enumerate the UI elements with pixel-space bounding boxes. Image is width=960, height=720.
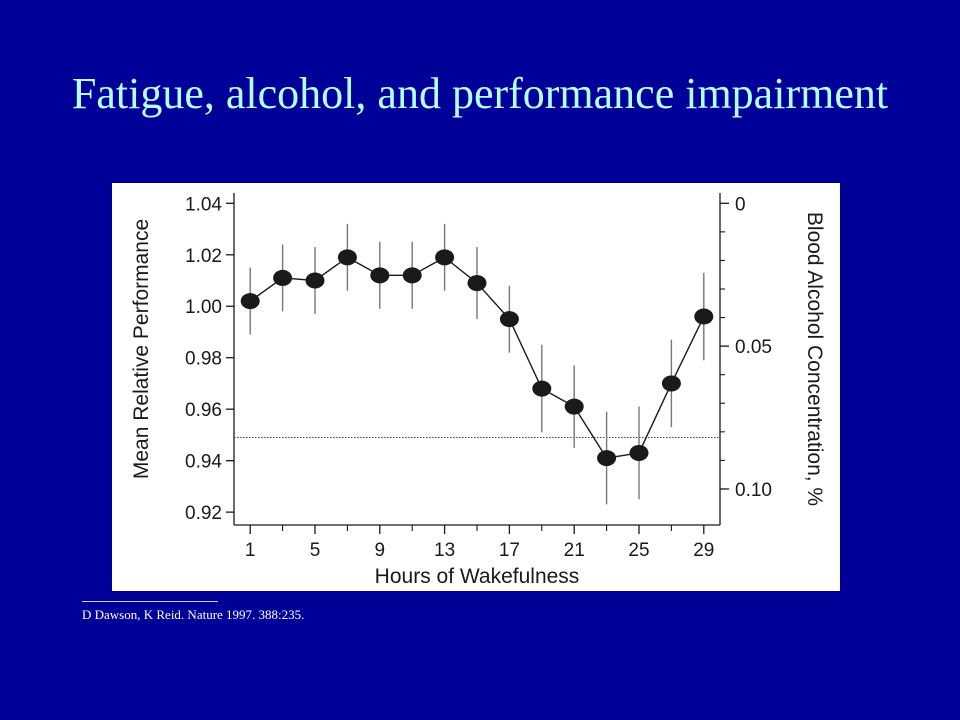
data-point (661, 375, 681, 392)
y2-tick-label: 0.10 (735, 480, 772, 501)
y-axis-title: Mean Relative Performance (130, 219, 153, 479)
x-tick-label: 29 (693, 540, 714, 561)
citation-rule (82, 601, 218, 602)
y-tick-label: 0.92 (185, 503, 222, 524)
y-tick-label: 0.94 (185, 452, 222, 473)
x-tick-label: 1 (245, 540, 256, 561)
data-point (305, 272, 325, 289)
data-point (467, 275, 487, 292)
y-tick-label: 1.00 (185, 297, 222, 318)
data-point (564, 398, 584, 415)
data-point (370, 267, 390, 284)
y-tick-label: 0.96 (185, 400, 222, 421)
slide-title: Fatigue, alcohol, and performance impair… (71, 69, 889, 118)
x-tick-label: 25 (628, 540, 649, 561)
performance-chart: 1.04 1.02 1.00 0.98 0.96 0.94 0.92 0 0.05 0.10 1 5 9… (130, 193, 826, 588)
x-tick-label: 9 (375, 540, 386, 561)
y2-tick-label: 0 (735, 194, 746, 215)
x-tick-label: 17 (499, 540, 520, 561)
y2-tick-label: 0.05 (735, 337, 772, 358)
y2-axis-title: Blood Alcohol Concentration, % (803, 212, 826, 506)
data-point (337, 249, 357, 266)
x-tick-label: 21 (564, 540, 585, 561)
data-point (694, 308, 714, 325)
y-tick-label: 0.98 (185, 349, 222, 370)
data-point (629, 444, 649, 461)
data-point (597, 450, 617, 467)
data-point (402, 267, 422, 284)
chart-panel: 1.04 1.02 1.00 0.98 0.96 0.94 0.92 0 0.05 0.10 1 5 9… (112, 183, 840, 591)
y-tick-label: 1.04 (185, 194, 222, 215)
x-tick-label: 13 (434, 540, 455, 561)
data-point (532, 380, 552, 397)
citation: D Dawson, K Reid. Nature 1997. 388:235. (82, 607, 305, 622)
x-tick-label: 5 (310, 540, 321, 561)
data-point (240, 293, 260, 310)
x-axis-title: Hours of Wakefulness (375, 565, 580, 588)
y-tick-label: 1.02 (185, 246, 222, 267)
data-point (435, 249, 455, 266)
data-point (273, 269, 293, 286)
data-point (499, 311, 519, 328)
